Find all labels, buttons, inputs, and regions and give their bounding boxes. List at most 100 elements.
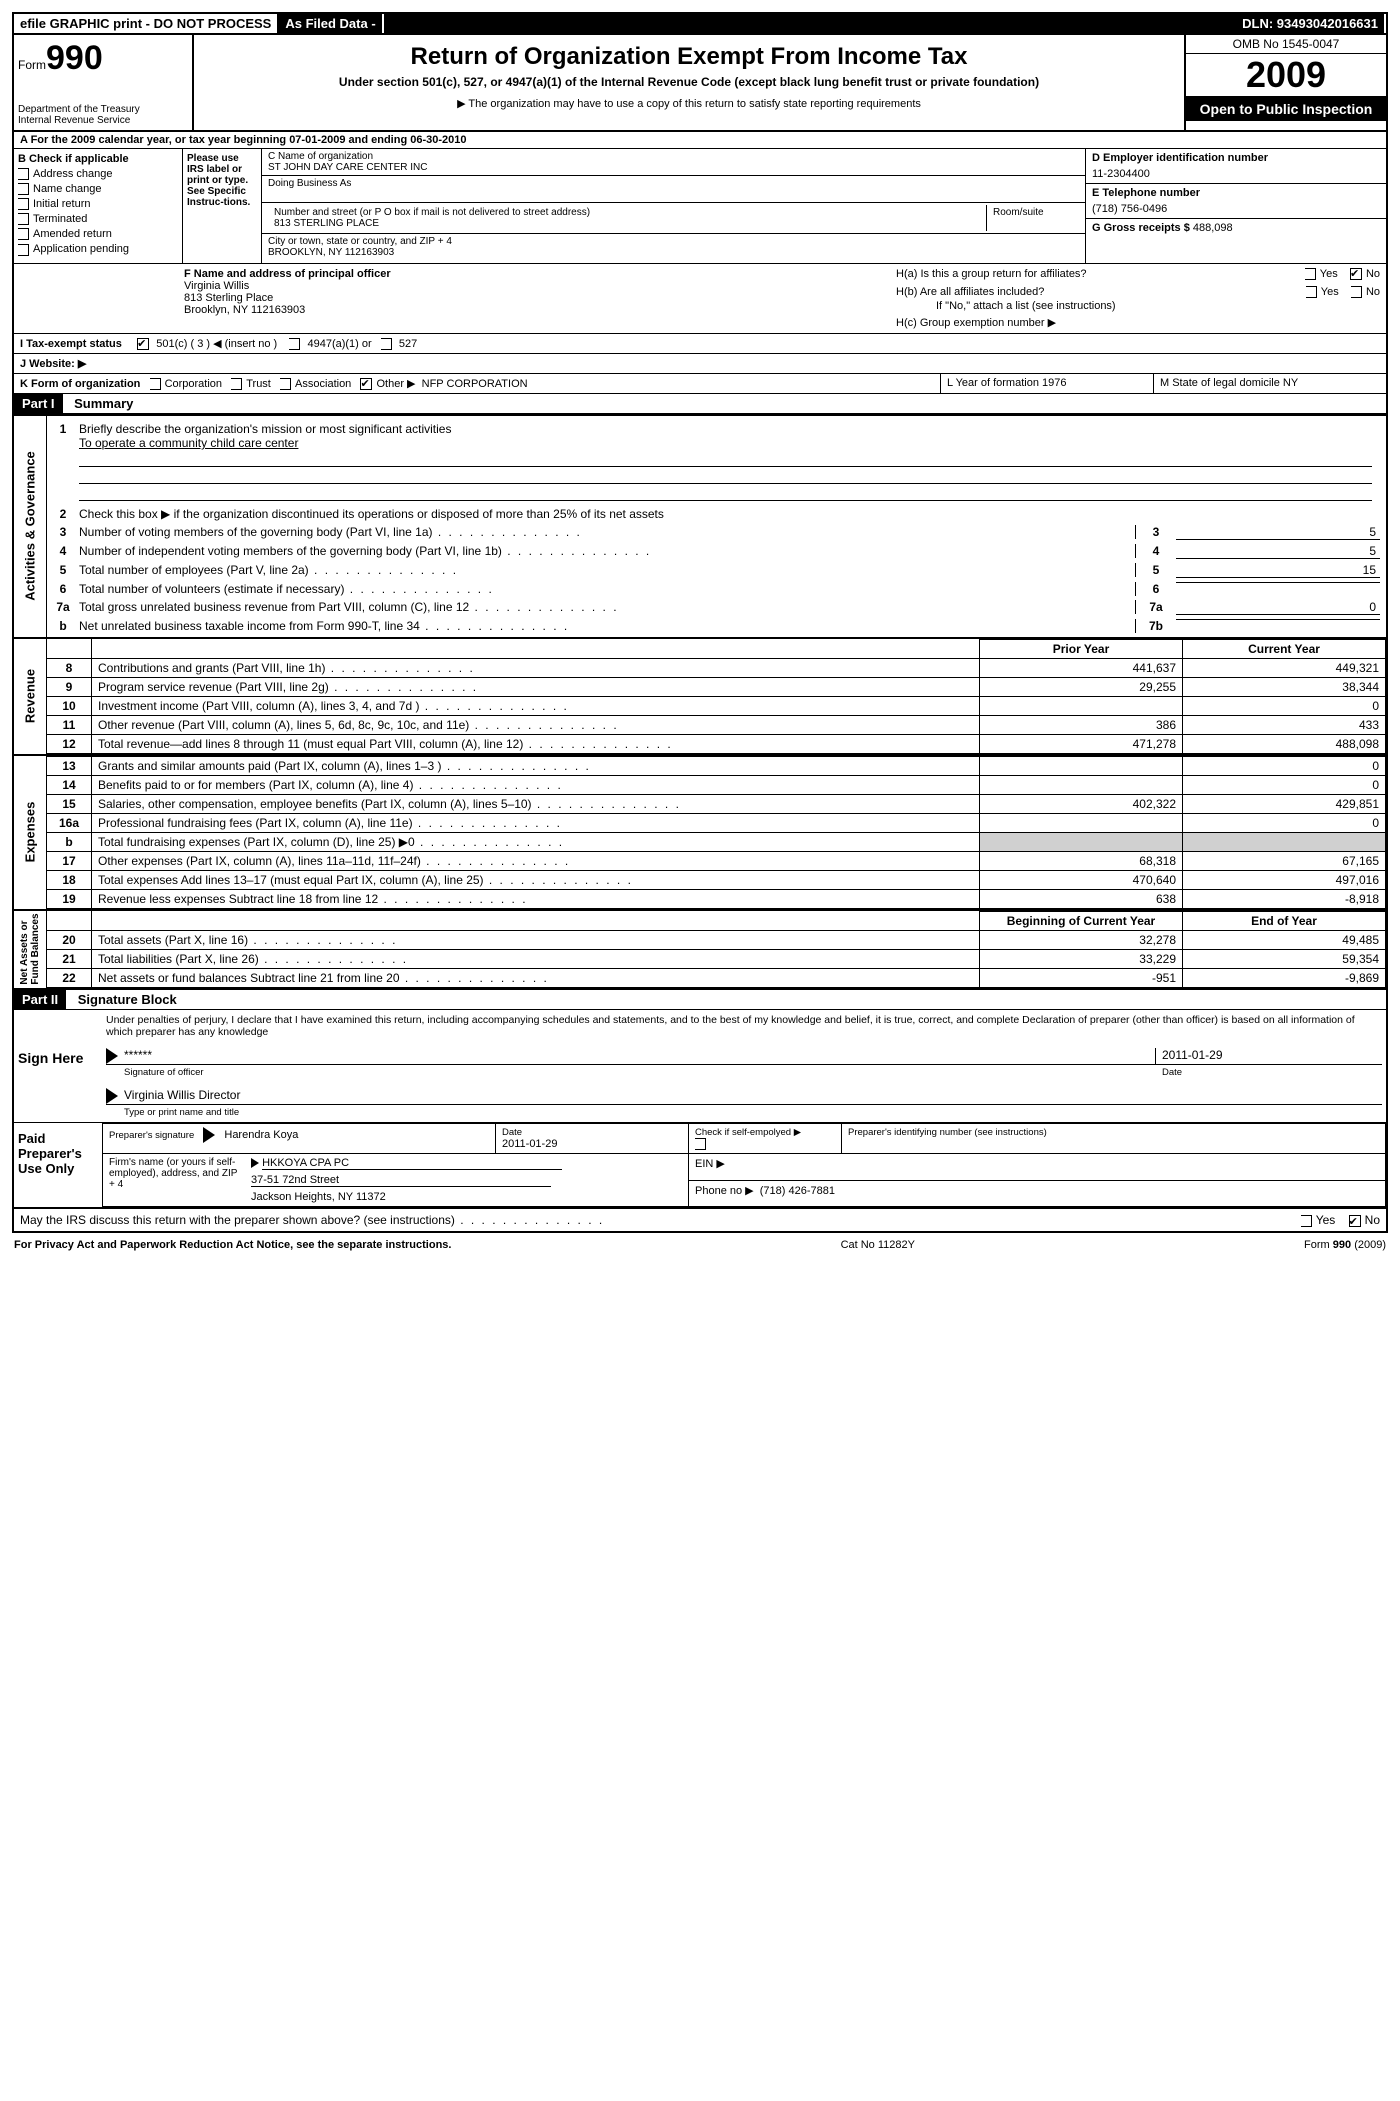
year-formation: L Year of formation 1976	[940, 374, 1153, 393]
dba-label: Doing Business As	[268, 178, 1079, 189]
date-label: Date	[1162, 1067, 1382, 1078]
chk-terminated[interactable]	[18, 213, 29, 225]
part-ii-badge: Part II	[14, 990, 66, 1009]
table-row: 21 Total liabilities (Part X, line 26) 3…	[47, 949, 1386, 968]
irs-label: Internal Revenue Service	[18, 115, 188, 126]
table-row: 14 Benefits paid to or for members (Part…	[47, 775, 1386, 794]
form-title: Return of Organization Exempt From Incom…	[202, 43, 1176, 71]
form-container: efile GRAPHIC print - DO NOT PROCESS As …	[12, 12, 1388, 1233]
chk-hb-no[interactable]	[1351, 286, 1362, 298]
chk-501c[interactable]	[137, 338, 149, 350]
chk-ha-yes[interactable]	[1305, 268, 1316, 280]
l1-label: Briefly describe the organization's miss…	[79, 422, 451, 436]
table-row: 12 Total revenue—add lines 8 through 11 …	[47, 734, 1386, 753]
part-i-title: Summary	[66, 396, 133, 411]
part-i-badge: Part I	[14, 394, 63, 413]
hc-label: H(c) Group exemption number ▶	[896, 316, 1380, 329]
chk-trust[interactable]	[231, 378, 242, 390]
header-right: OMB No 1545-0047 2009 Open to Public Ins…	[1184, 35, 1386, 130]
ein-value: 11-2304400	[1092, 168, 1380, 180]
dln: DLN: 93493042016631	[1236, 14, 1386, 33]
type-name-label: Type or print name and title	[106, 1107, 1382, 1118]
chk-self-employed[interactable]	[695, 1138, 706, 1150]
summary-row: 6 Total number of volunteers (estimate i…	[47, 580, 1380, 598]
chk-app-pending[interactable]	[18, 244, 29, 256]
footer-right: Form 990 (2009)	[1304, 1239, 1386, 1251]
form-number: Form990	[18, 39, 188, 78]
chk-amended[interactable]	[18, 228, 29, 240]
org-name-cell: C Name of organization ST JOHN DAY CARE …	[262, 149, 1085, 176]
street-cell: Number and street (or P O box if mail is…	[262, 203, 1085, 234]
line-i: I Tax-exempt status 501(c) ( 3 ) ◀ (inse…	[14, 334, 1386, 354]
tel-label: E Telephone number	[1092, 187, 1380, 199]
summary-row: 4 Number of independent voting members o…	[47, 542, 1380, 561]
discuss-text: May the IRS discuss this return with the…	[20, 1213, 455, 1227]
chk-name-change[interactable]	[18, 183, 29, 195]
sig-date: 2011-01-29	[1162, 1048, 1223, 1062]
gross-label: G Gross receipts $	[1092, 222, 1190, 234]
gross-cell: G Gross receipts $ 488,098	[1086, 219, 1386, 237]
signature-block: Under penalties of perjury, I declare th…	[14, 1010, 1386, 1209]
page-footer: For Privacy Act and Paperwork Reduction …	[12, 1233, 1388, 1251]
firm-name: HKKOYA CPA PC	[262, 1157, 562, 1170]
box-d: D Employer identification number 11-2304…	[1085, 149, 1386, 263]
sig-officer-label: Signature of officer	[106, 1067, 1162, 1078]
prep-name: Harendra Koya	[224, 1129, 298, 1141]
lbl-app-pending: Application pending	[33, 243, 129, 255]
opt-527: 527	[399, 338, 417, 350]
room-label: Room/suite	[987, 205, 1079, 231]
street-value: 813 STERLING PLACE	[274, 218, 980, 229]
form-word: Form	[18, 58, 46, 72]
hdr-end: End of Year	[1183, 911, 1386, 930]
gross-value: 488,098	[1193, 222, 1233, 234]
f-addr2: Brooklyn, NY 112163903	[184, 304, 884, 316]
form-990: 990	[46, 39, 103, 77]
line-k: K Form of organization Corporation Trust…	[14, 374, 1386, 394]
chk-discuss-no[interactable]	[1349, 1215, 1361, 1227]
footer-left: For Privacy Act and Paperwork Reduction …	[14, 1239, 451, 1251]
chk-hb-yes[interactable]	[1306, 286, 1317, 298]
table-row: 15 Salaries, other compensation, employe…	[47, 794, 1386, 813]
chk-discuss-yes[interactable]	[1301, 1215, 1312, 1227]
officer-name: Virginia Willis Director	[124, 1088, 240, 1104]
l1-value: To operate a community child care center	[79, 436, 298, 450]
lbl-address-change: Address change	[33, 168, 113, 180]
box-h: H(a) Is this a group return for affiliat…	[890, 264, 1386, 333]
footer-mid: Cat No 11282Y	[841, 1239, 915, 1251]
box-c: C Name of organization ST JOHN DAY CARE …	[262, 149, 1085, 263]
hb-label: H(b) Are all affiliates included?	[896, 286, 1044, 298]
section-revenue: Revenue Prior Year Current Year 8 Contri…	[14, 639, 1386, 756]
ha-label: H(a) Is this a group return for affiliat…	[896, 268, 1087, 280]
city-label: City or town, state or country, and ZIP …	[268, 236, 1079, 247]
chk-address-change[interactable]	[18, 168, 29, 180]
table-row: 13 Grants and similar amounts paid (Part…	[47, 756, 1386, 775]
other-val: NFP CORPORATION	[422, 378, 528, 390]
chk-4947[interactable]	[289, 338, 300, 350]
chk-initial-return[interactable]	[18, 198, 29, 210]
chk-assoc[interactable]	[280, 378, 291, 390]
line-j: J Website: ▶	[14, 354, 1386, 374]
table-row: 17 Other expenses (Part IX, column (A), …	[47, 851, 1386, 870]
part-i-header: Part I Summary	[14, 394, 1386, 414]
chk-527[interactable]	[381, 338, 392, 350]
street-label: Number and street (or P O box if mail is…	[274, 207, 980, 218]
vlabel-netassets: Net Assets orFund Balances	[14, 911, 47, 988]
top-bar: efile GRAPHIC print - DO NOT PROCESS As …	[14, 14, 1386, 35]
preparer-table: Preparer's signature Harendra Koya Date …	[102, 1123, 1386, 1207]
chk-ha-no[interactable]	[1350, 268, 1362, 280]
state-domicile: M State of legal domicile NY	[1153, 374, 1386, 393]
box-b: B Check if applicable Address change Nam…	[14, 149, 183, 263]
chk-other[interactable]	[360, 378, 372, 390]
prep-ein: EIN ▶	[689, 1154, 1386, 1181]
section-fh: F Name and address of principal officer …	[14, 264, 1386, 334]
opt-4947: 4947(a)(1) or	[307, 338, 371, 350]
table-row: 22 Net assets or fund balances Subtract …	[47, 968, 1386, 987]
city-cell: City or town, state or country, and ZIP …	[262, 234, 1085, 260]
table-row: 16a Professional fundraising fees (Part …	[47, 813, 1386, 832]
summary-row: 7a Total gross unrelated business revenu…	[47, 598, 1380, 617]
box-f: F Name and address of principal officer …	[14, 264, 890, 333]
form-subtitle: Under section 501(c), 527, or 4947(a)(1)…	[202, 75, 1176, 89]
chk-corp[interactable]	[150, 378, 161, 390]
lbl-no: No	[1366, 268, 1380, 280]
lbl-amended: Amended return	[33, 228, 112, 240]
